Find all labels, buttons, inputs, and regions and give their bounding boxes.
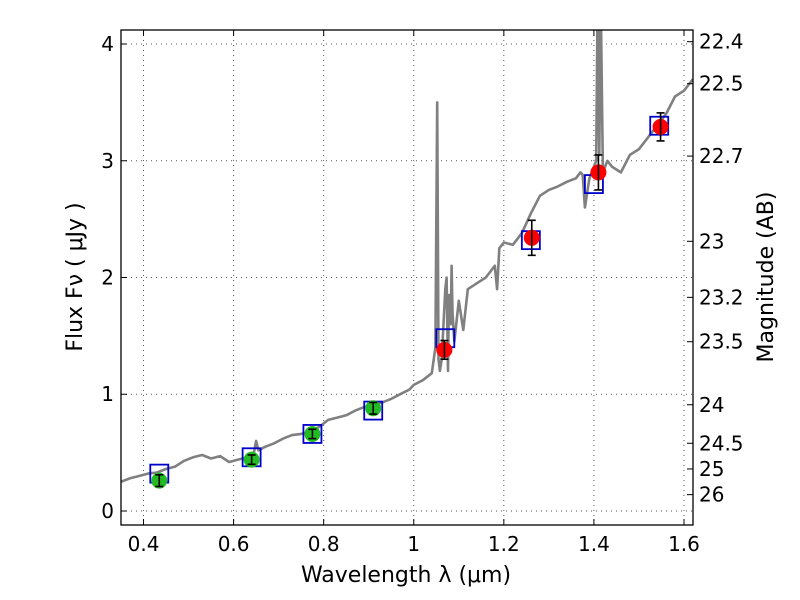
right-tick-label: 23 [699, 229, 724, 253]
y-tick-label: 1 [101, 382, 114, 406]
y-axis-label: Flux Fν ( μJy ) [63, 202, 88, 351]
x-tick-label: 0.8 [308, 532, 340, 556]
x-tick-label: 1 [407, 532, 420, 556]
x-tick-label: 1.2 [488, 532, 520, 556]
y-tick-label: 2 [101, 266, 114, 290]
plot-area [121, 30, 693, 489]
axis-labels: Wavelength λ (μm) Flux Fν ( μJy ) Magnit… [63, 192, 779, 588]
right-axis-label: Magnitude (AB) [754, 192, 779, 363]
x-tick-label: 0.4 [128, 532, 160, 556]
right-tick-label: 26 [699, 483, 724, 507]
x-tick-label: 1.6 [668, 532, 700, 556]
x-tick-label: 0.6 [218, 532, 250, 556]
right-tick-label: 24 [699, 393, 724, 417]
right-tick-label: 23.5 [699, 330, 744, 354]
right-tick-label: 22.5 [699, 72, 744, 96]
y-tick-label: 0 [101, 499, 114, 523]
right-tick-label: 25 [699, 457, 724, 481]
y-tick-label: 4 [101, 32, 114, 56]
spectrum-line [121, 30, 693, 484]
x-tick-label: 1.4 [578, 532, 610, 556]
model-point [302, 424, 323, 444]
right-tick-label: 22.4 [699, 30, 744, 54]
grid [121, 30, 693, 525]
y-tick-label: 3 [101, 149, 114, 173]
right-tick-label: 24.5 [699, 431, 744, 455]
right-tick-label: 23.2 [699, 285, 744, 309]
right-tick-label: 22.7 [699, 144, 744, 168]
x-axis-label: Wavelength λ (μm) [301, 563, 511, 588]
